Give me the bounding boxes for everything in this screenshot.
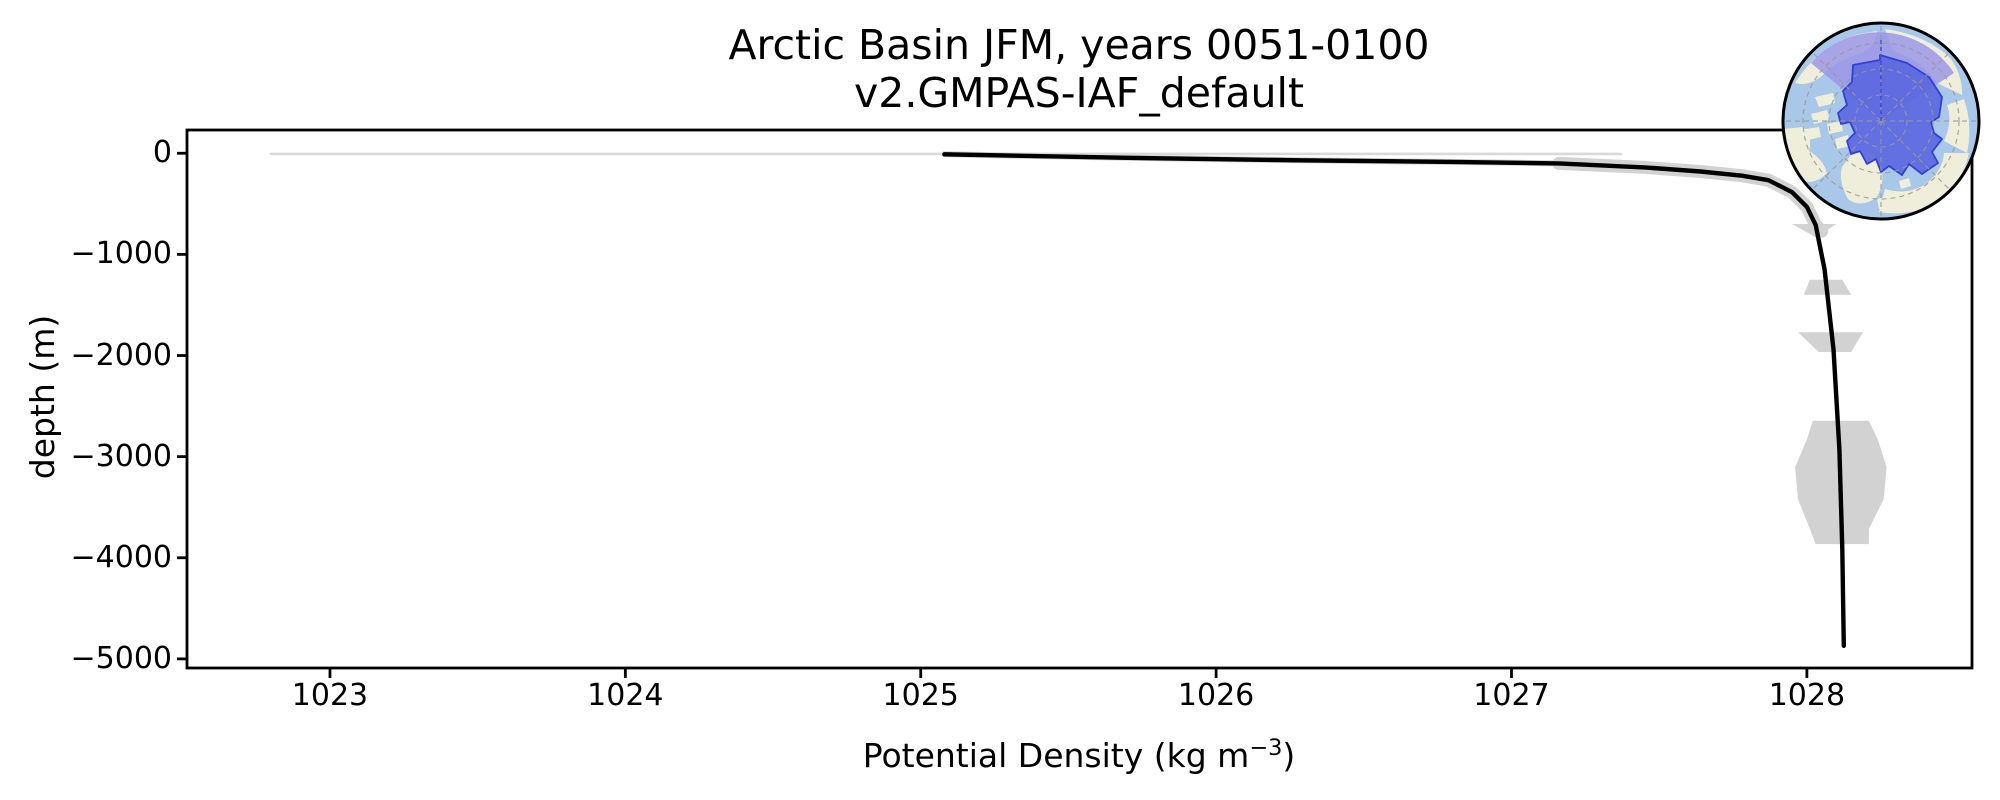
x-tick-label: 1028 — [1768, 678, 1846, 713]
plot-title-line1: Arctic Basin JFM, years 0051-0100 — [728, 21, 1430, 69]
y-axis-label: depth (m) — [23, 314, 62, 480]
spread-shading-layer — [269, 151, 1887, 545]
x-tick-label: 1024 — [587, 678, 664, 713]
x-axis-label-text: Potential Density (kg m — [862, 736, 1250, 775]
x-tick-label: 1027 — [1473, 678, 1550, 713]
map-graticule — [1785, 25, 1977, 217]
y-tick-label: −1000 — [70, 236, 172, 272]
arctic-map-inset — [1781, 21, 1981, 221]
plot-title: Arctic Basin JFM, years 0051-0100 v2.GMP… — [479, 21, 1679, 117]
y-tick-label: −5000 — [70, 640, 172, 676]
x-axis-label-close: ) — [1282, 736, 1296, 775]
plot-title-line2: v2.GMPAS-IAF_default — [854, 69, 1304, 117]
spread-band-pycnocline — [1552, 156, 1829, 238]
map-border-circle — [1781, 21, 1981, 221]
y-tick-label: −3000 — [70, 438, 172, 474]
axes-frame-layer — [177, 128, 1974, 678]
x-tick-label: 1023 — [291, 678, 369, 713]
mean-profile-curve-layer — [942, 152, 1847, 648]
y-tick-label: 0 — [152, 135, 172, 171]
y-tick-label: −2000 — [70, 337, 172, 373]
ensemble-mean-profile — [942, 152, 1847, 648]
x-tick-label: 1025 — [882, 678, 959, 713]
x-tick-label: 1026 — [1177, 678, 1255, 713]
y-tick-label: −4000 — [70, 539, 172, 575]
x-axis-label: Potential Density (kg m−3) — [579, 735, 1579, 775]
x-axis-label-superscript: −3 — [1249, 735, 1283, 761]
plot-spines — [185, 128, 1974, 670]
